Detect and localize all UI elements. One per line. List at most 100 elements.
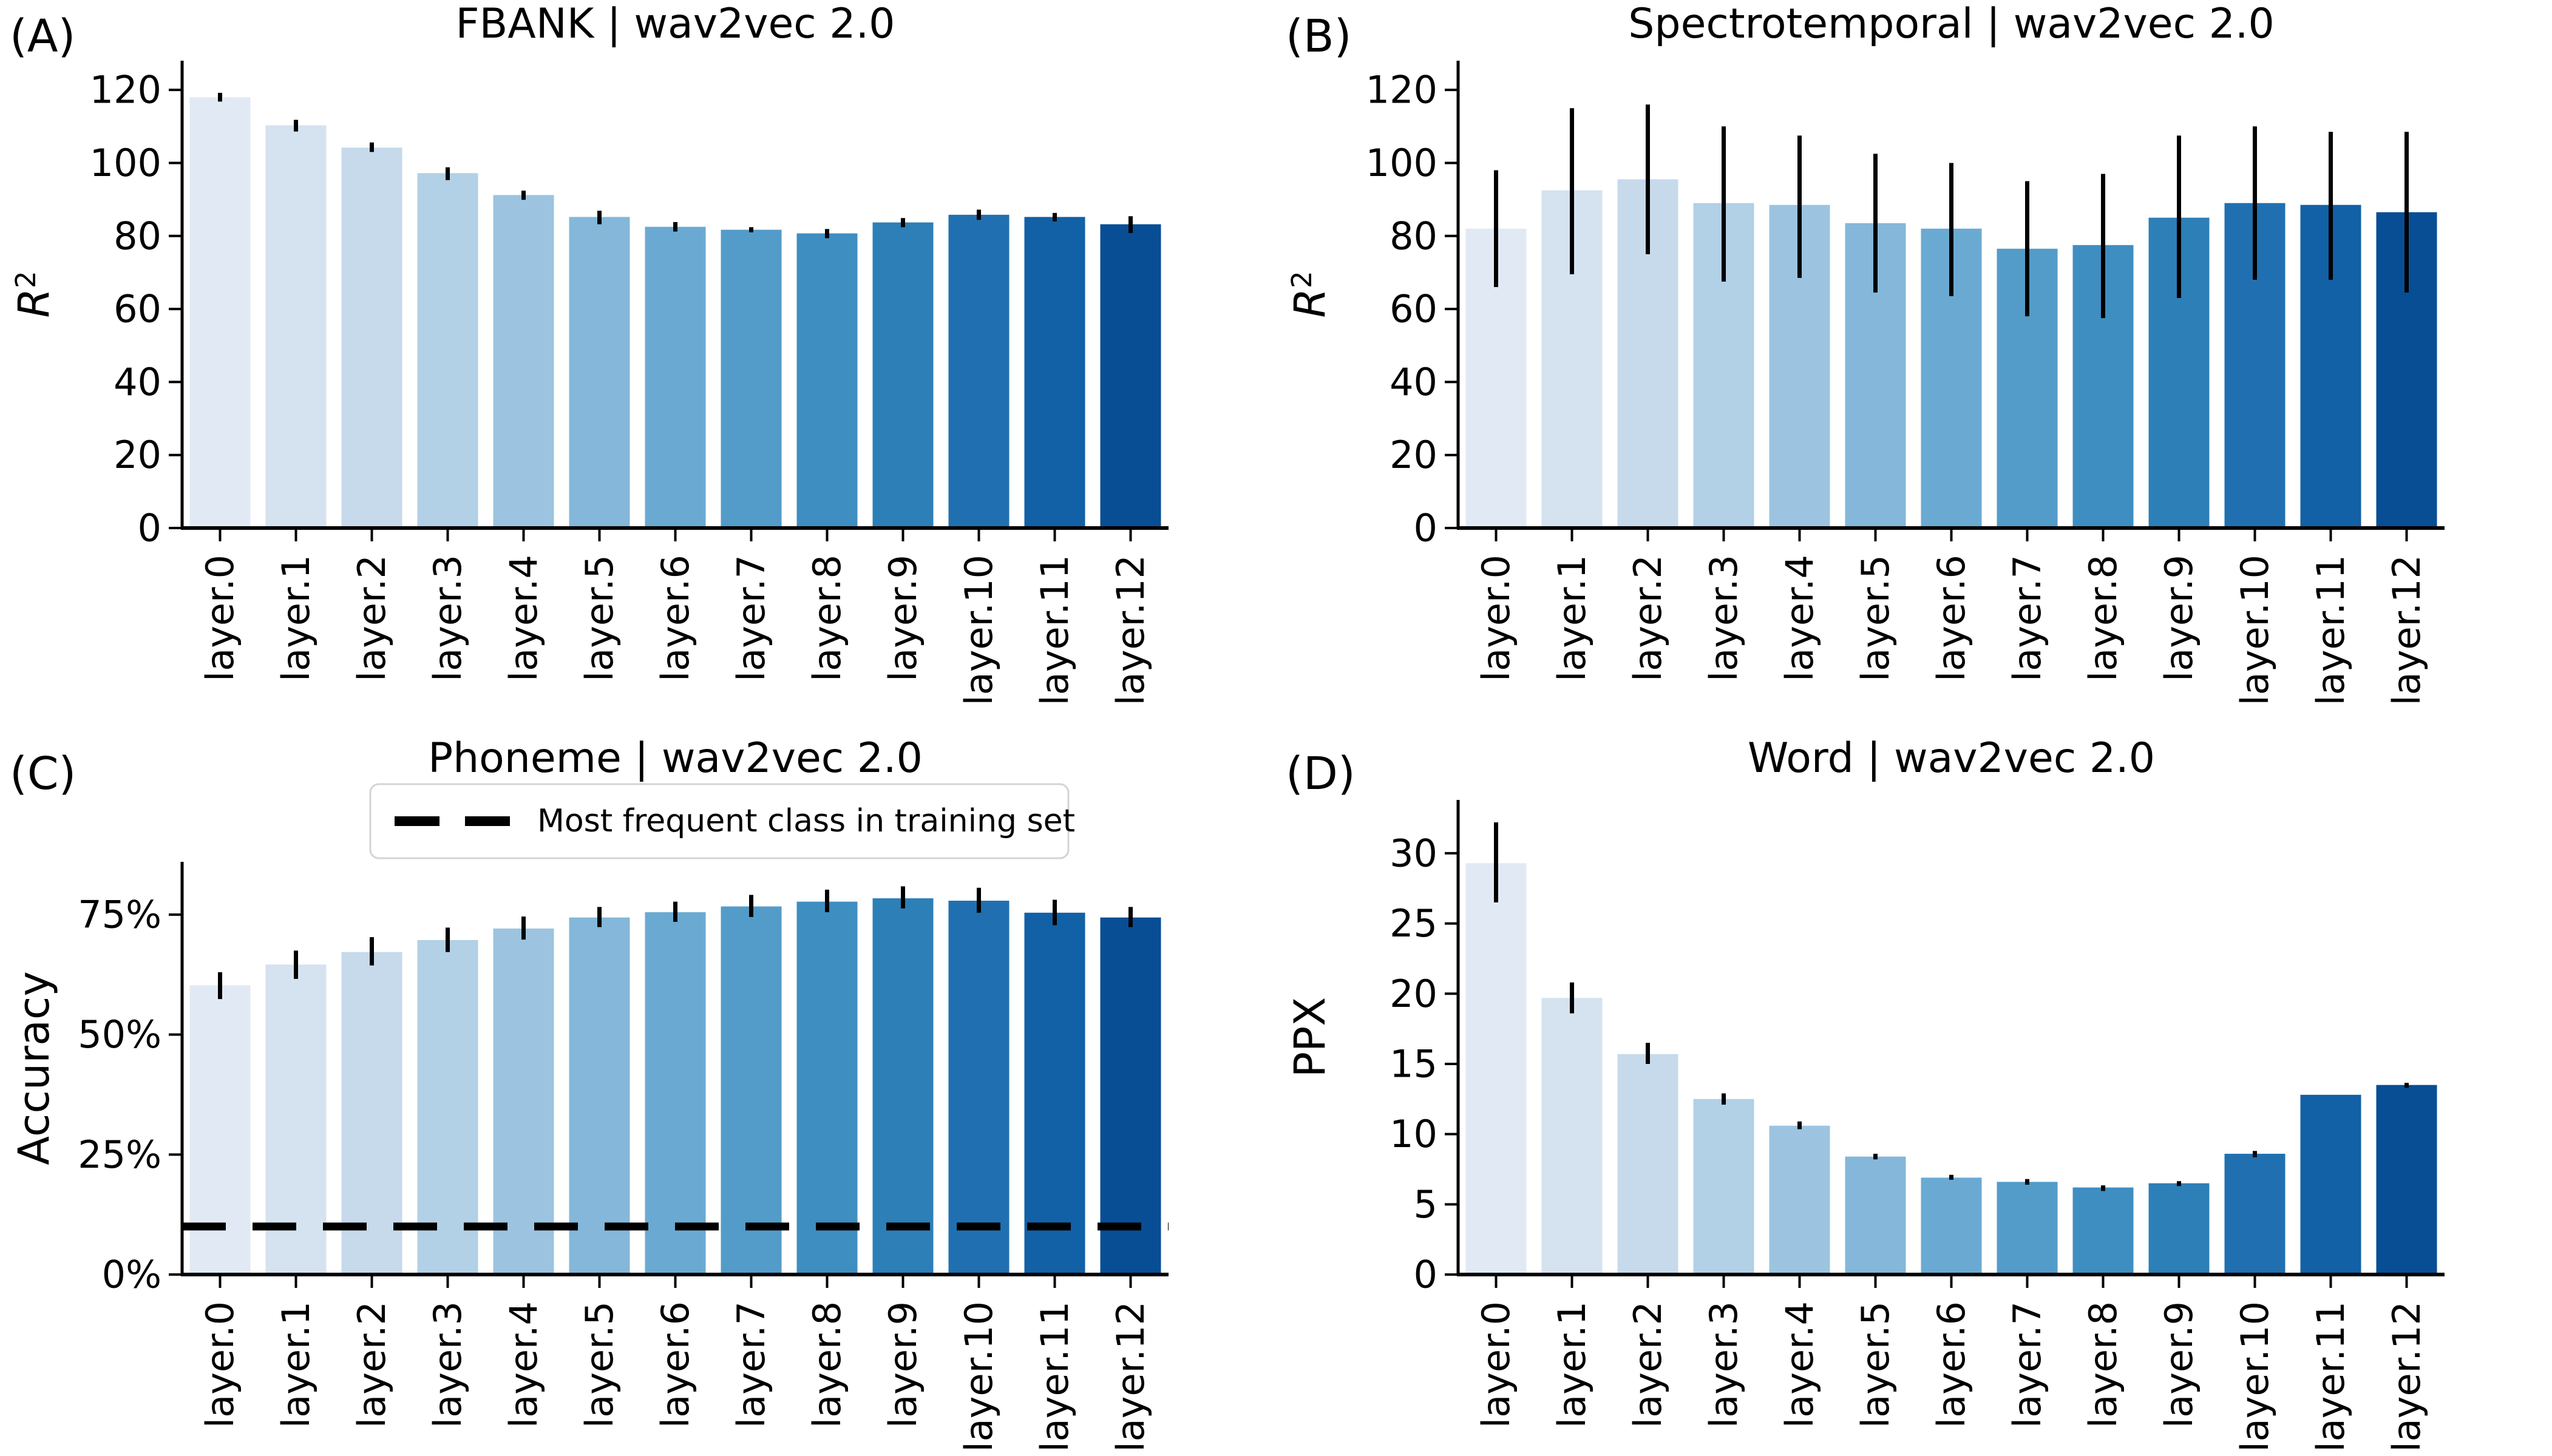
error-bars — [218, 92, 1133, 239]
x-tick-label-layer.1: layer.1 — [1550, 1301, 1594, 1428]
error-bars — [1494, 104, 2409, 319]
chart-A: (A) FBANK | wav2vec 2.0 R2 0 20 40 60 80 100 120 l… — [9, 0, 1169, 705]
x-tick-label-layer.4: layer.4 — [1777, 1301, 1822, 1428]
y-tick-label: 25% — [78, 1133, 161, 1177]
bar-layer.7 — [721, 906, 782, 1275]
y-tick-label: 75% — [78, 892, 161, 936]
y-tick-label: 120 — [90, 68, 161, 112]
x-tick-label-layer.3: layer.3 — [1702, 555, 1746, 682]
panel-letter: (D) — [1286, 748, 1356, 800]
legend: Most frequent class in training set — [369, 783, 1075, 859]
x-tick-label-layer.7: layer.7 — [2005, 1301, 2049, 1428]
y-tick-label: 0% — [102, 1253, 161, 1297]
bar-layer.12 — [1100, 224, 1161, 528]
y-tick-label: 10 — [1390, 1112, 1437, 1156]
chart-title: Word | wav2vec 2.0 — [1748, 734, 2155, 782]
y-axis-label: R2 — [9, 271, 59, 317]
panel-word: (D) Word | wav2vec 2.0 PPX 0 5 10 15 20 25 30 laye… — [1276, 728, 2552, 1456]
x-tick-label-layer.6: layer.6 — [1929, 555, 1973, 682]
legend-label: Most frequent class in training set — [537, 803, 1075, 839]
x-tick-label-layer.6: layer.6 — [653, 555, 697, 682]
x-tick-label-layer.9: layer.9 — [2157, 555, 2201, 682]
x-tick-label-layer.7: layer.7 — [729, 1301, 773, 1428]
x-tick-label-layer.3: layer.3 — [426, 555, 470, 682]
y-tick-label: 30 — [1390, 831, 1437, 875]
x-tick-label-layer.1: layer.1 — [274, 1301, 318, 1428]
x-tick-label-layer.9: layer.9 — [881, 1301, 925, 1428]
bars — [1465, 863, 2437, 1275]
bars — [189, 97, 1161, 528]
y-tick-label: 80 — [1390, 214, 1437, 258]
panel-letter: (A) — [10, 10, 75, 63]
x-tick-label-layer.2: layer.2 — [350, 555, 394, 682]
y-tick-label: 20 — [1390, 972, 1437, 1016]
bar-layer.3 — [417, 173, 478, 528]
x-ticks: layer.0 layer.1 layer.2 layer.3 layer.4 layer… — [198, 528, 1153, 705]
x-tick-label-layer.0: layer.0 — [198, 555, 242, 682]
x-tick-label-layer.4: layer.4 — [1777, 555, 1822, 682]
bar-layer.9 — [872, 898, 934, 1275]
bar-layer.5 — [1845, 1156, 1906, 1275]
bar-layer.2 — [341, 147, 402, 528]
x-ticks: layer.0 layer.1 layer.2 layer.3 layer.4 layer… — [1474, 528, 2429, 705]
bar-layer.6 — [645, 912, 706, 1275]
x-tick-label-layer.8: layer.8 — [2081, 1301, 2125, 1428]
y-tick-label: 15 — [1390, 1041, 1437, 1086]
bar-layer.11 — [2300, 1094, 2361, 1275]
bar-layer.6 — [645, 226, 706, 528]
bar-layer.1 — [265, 125, 327, 528]
bar-layer.6 — [1921, 1177, 1982, 1275]
bar-layer.7 — [721, 229, 782, 528]
bar-layer.11 — [1024, 912, 1085, 1275]
x-tick-label-layer.7: layer.7 — [2005, 555, 2049, 682]
x-tick-label-layer.10: layer.10 — [957, 555, 1001, 705]
y-tick-label: 20 — [114, 433, 161, 477]
y-ticks: 0 5 10 15 20 25 30 — [1390, 831, 1458, 1297]
chart-title: Spectrotemporal | wav2vec 2.0 — [1628, 0, 2274, 48]
bar-layer.4 — [1769, 1125, 1830, 1275]
y-tick-label: 40 — [114, 360, 161, 404]
x-tick-label-layer.0: layer.0 — [198, 1301, 242, 1428]
y-tick-label: 50% — [78, 1012, 161, 1057]
bar-layer.4 — [493, 195, 554, 528]
bar-layer.0 — [189, 97, 251, 528]
y-tick-label: 40 — [1390, 360, 1437, 404]
x-tick-label-layer.11: layer.11 — [2309, 555, 2353, 705]
y-tick-label: 100 — [90, 141, 161, 185]
y-tick-label: 0 — [1414, 506, 1437, 550]
x-tick-label-layer.9: layer.9 — [2157, 1301, 2201, 1428]
bar-layer.1 — [1541, 998, 1603, 1275]
panel-letter: (C) — [10, 748, 76, 800]
x-tick-label-layer.11: layer.11 — [1033, 1301, 1077, 1452]
x-tick-label-layer.11: layer.11 — [2309, 1301, 2353, 1452]
x-tick-label-layer.12: layer.12 — [1108, 1301, 1153, 1452]
x-tick-label-layer.0: layer.0 — [1474, 1301, 1518, 1428]
chart-D: (D) Word | wav2vec 2.0 PPX 0 5 10 15 20 25 30 laye… — [1285, 734, 2445, 1452]
bar-layer.0 — [1465, 863, 1527, 1275]
bar-layer.4 — [493, 928, 554, 1275]
x-tick-label-layer.4: layer.4 — [501, 1301, 546, 1428]
x-tick-label-layer.10: layer.10 — [2233, 555, 2277, 705]
panel-letter: (B) — [1286, 10, 1352, 63]
y-tick-label: 100 — [1366, 141, 1437, 185]
error-bars — [1494, 822, 2409, 1191]
x-tick-label-layer.8: layer.8 — [2081, 555, 2125, 682]
chart-title: FBANK | wav2vec 2.0 — [456, 0, 895, 48]
y-tick-label: 60 — [1390, 287, 1437, 331]
bar-layer.3 — [417, 940, 478, 1275]
chart-C: (C) Phoneme | wav2vec 2.0 Accuracy 0% 25% 50%… — [9, 734, 1169, 1452]
y-ticks: 0 20 40 60 80 100 120 — [90, 68, 182, 550]
bar-layer.5 — [569, 217, 630, 528]
bar-layer.2 — [1617, 1054, 1678, 1275]
bar-layer.9 — [2148, 1183, 2210, 1275]
y-tick-label: 0 — [1414, 1253, 1437, 1297]
x-tick-label-layer.10: layer.10 — [957, 1301, 1001, 1452]
x-tick-label-layer.3: layer.3 — [426, 1301, 470, 1428]
bar-layer.3 — [1693, 1099, 1754, 1275]
bar-layer.7 — [1997, 1182, 2058, 1275]
panel-phoneme: (C) Phoneme | wav2vec 2.0 Accuracy 0% 25% 50%… — [0, 728, 1276, 1456]
y-tick-label: 25 — [1390, 901, 1437, 946]
x-tick-label-layer.0: layer.0 — [1474, 555, 1518, 682]
error-bars — [218, 886, 1133, 1000]
x-tick-label-layer.8: layer.8 — [805, 555, 849, 682]
